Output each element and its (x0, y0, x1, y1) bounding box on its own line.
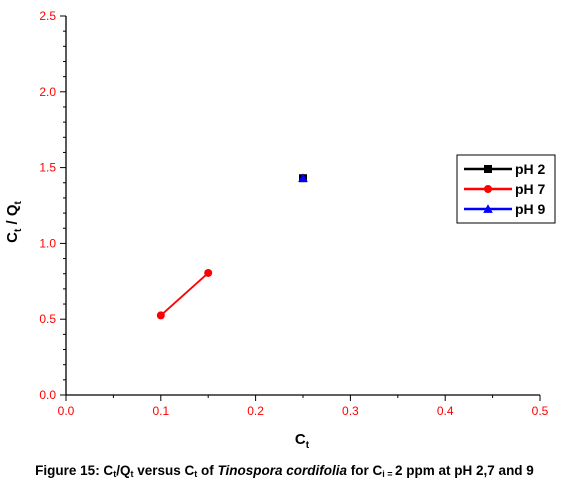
y-axis-ticks: 0.0 0.5 1.0 1.5 2.0 2.5 (39, 9, 66, 402)
y-tick-label: 2.5 (39, 9, 56, 23)
y-tick-label: 0.5 (39, 312, 56, 326)
figure-caption: Figure 15: Ct/Qt versus Ct of Tinospora … (35, 463, 534, 479)
series-ph-7 (156, 268, 213, 320)
legend-marker-ph-7 (484, 185, 492, 193)
legend-label-ph-2: pH 2 (515, 161, 546, 177)
x-tick-label: 0.4 (437, 404, 454, 418)
x-axis-title: Ct (295, 431, 310, 451)
series-layer (156, 173, 308, 320)
x-tick-label: 0.2 (247, 404, 264, 418)
x-axis-ticks: 0.0 0.1 0.2 0.3 0.4 0.5 (58, 395, 549, 418)
y-tick-label: 1.5 (39, 161, 56, 175)
chart: 0.0 0.1 0.2 0.3 0.4 0.5 0.0 0.5 1.0 1.5 2.0 2.5 Ct… (4, 9, 556, 451)
x-tick-label: 0.3 (342, 404, 359, 418)
y-axis-title: Ct / Qt (4, 200, 24, 242)
y-tick-label: 2.0 (39, 85, 56, 99)
y-tick-label: 1.0 (39, 236, 56, 250)
data-point-ph-7 (156, 311, 165, 320)
legend-marker-ph-9 (483, 204, 493, 213)
legend: pH 2 pH 7 pH 9 (456, 154, 556, 224)
legend-marker-ph-2 (484, 165, 492, 173)
legend-label-ph-7: pH 7 (515, 181, 546, 197)
x-tick-label: 0.0 (58, 404, 75, 418)
series-ph-9 (298, 173, 308, 183)
data-point-ph-7 (204, 268, 213, 277)
y-tick-label: 0.0 (39, 388, 56, 402)
series-line-ph-7 (160, 272, 209, 317)
x-tick-label: 0.1 (152, 404, 169, 418)
legend-label-ph-9: pH 9 (515, 201, 546, 217)
data-point-ph-9 (298, 173, 308, 183)
x-tick-label: 0.5 (532, 404, 549, 418)
